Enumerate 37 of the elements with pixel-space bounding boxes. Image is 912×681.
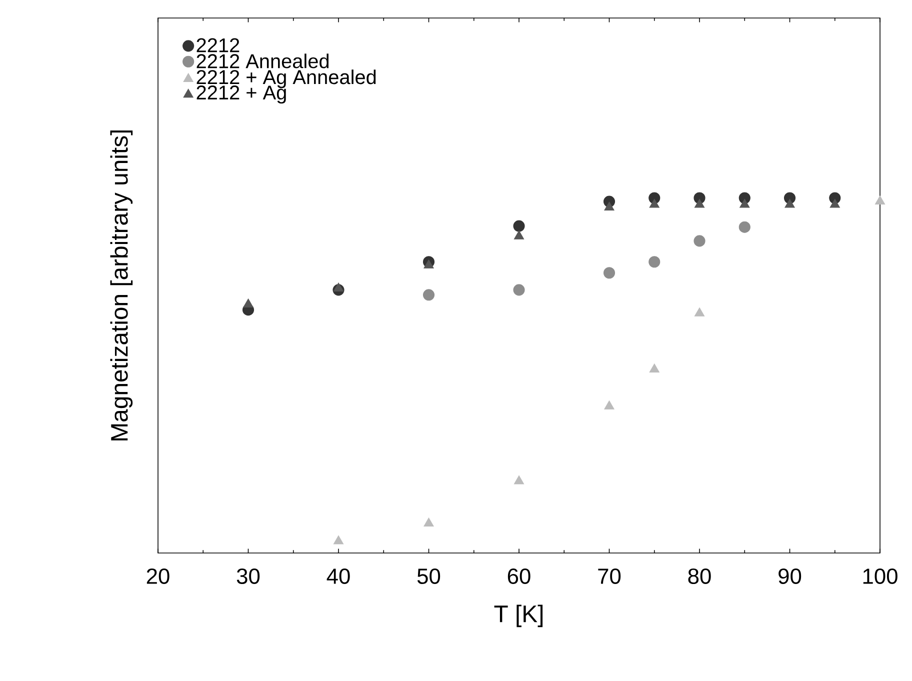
- x-tick-label: 20: [146, 568, 170, 584]
- point: [604, 400, 614, 410]
- point: [243, 298, 254, 308]
- x-tick-label: 40: [326, 568, 350, 584]
- point: [424, 518, 434, 527]
- point: [649, 198, 660, 208]
- point: [874, 196, 886, 205]
- x-tick-label: 80: [688, 568, 711, 584]
- point: [738, 221, 750, 233]
- legend-label: 2212: [196, 38, 240, 52]
- point: [333, 535, 344, 544]
- point: [830, 198, 840, 208]
- point: [694, 235, 706, 247]
- point: [422, 289, 435, 301]
- point: [424, 260, 434, 268]
- point: [648, 256, 660, 268]
- legend-label: 2212 Annealed: [196, 54, 329, 68]
- point: [514, 230, 524, 240]
- point: [649, 364, 660, 372]
- x-tick-label: 90: [778, 568, 802, 584]
- point: [604, 202, 614, 211]
- point: [694, 198, 705, 208]
- x-tick-label: 60: [508, 568, 530, 584]
- point: [513, 220, 525, 232]
- x-tick-label: 30: [236, 568, 260, 584]
- x-tick-label: 100: [863, 568, 898, 584]
- point: [740, 198, 750, 208]
- point: [603, 267, 616, 279]
- point: [784, 198, 795, 208]
- x-tick-label: 70: [598, 568, 621, 584]
- point: [514, 475, 524, 484]
- point: [694, 308, 705, 316]
- point: [333, 282, 344, 292]
- x-tick-label: 50: [417, 568, 440, 584]
- y-axis-title: Magnetization [arbitrary units]: [110, 130, 133, 440]
- x-axis-title: T [K]: [494, 604, 543, 628]
- point: [513, 284, 525, 296]
